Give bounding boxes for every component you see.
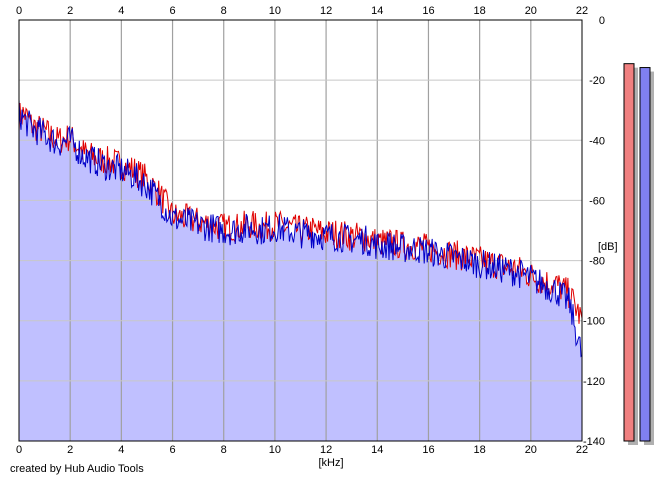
x-tick-top-label-5: 10: [269, 5, 281, 17]
y-tick-label-2: -40: [589, 135, 605, 147]
x-tick-bottom-label-6: 12: [320, 444, 332, 456]
y-tick-label-3: -60: [589, 195, 605, 207]
level-meter-1: [639, 67, 651, 442]
spectrum-fill-layer: [19, 115, 582, 442]
y-tick-label-5: -100: [583, 316, 605, 328]
y-tick-label-1: -20: [589, 75, 605, 87]
y-tick-label-7: -140: [583, 436, 605, 448]
series-layer: [18, 99, 583, 358]
y-tick-label-4: -80: [589, 256, 605, 268]
x-tick-top-label-4: 8: [221, 5, 227, 17]
x-tick-top-label-2: 4: [118, 5, 124, 17]
x-tick-top-label-10: 20: [525, 5, 537, 17]
x-tick-top-label-9: 18: [474, 5, 486, 17]
x-tick-bottom-label-7: 14: [371, 444, 383, 456]
x-tick-bottom-label-5: 10: [269, 444, 281, 456]
x-tick-top-label-7: 14: [371, 5, 383, 17]
x-tick-bottom-label-9: 18: [474, 444, 486, 456]
credit-text: created by Hub Audio Tools: [10, 463, 144, 475]
x-ticks-bottom: 0 2 4 6 8 10 12 14 16 18 20 22: [16, 444, 588, 456]
x-tick-top-label-6: 12: [320, 5, 332, 17]
level-meters: [623, 63, 654, 446]
x-tick-bottom-label-10: 20: [525, 444, 537, 456]
x-tick-top-label-8: 16: [422, 5, 434, 17]
x-tick-top-label-3: 6: [169, 5, 175, 17]
grid-layer: [19, 20, 582, 441]
series-line-1: [18, 99, 583, 358]
x-tick-bottom-label-4: 8: [221, 444, 227, 456]
x-tick-top-label-11: 22: [576, 5, 588, 17]
y-tick-label-6: -120: [583, 376, 605, 388]
y-axis-label: [dB]: [598, 241, 618, 253]
x-tick-bottom-label-8: 16: [422, 444, 434, 456]
y-ticks-right: 0 -20 -40 -60 -80 -100 -120 -140: [583, 15, 605, 448]
x-tick-bottom-label-0: 0: [16, 444, 22, 456]
x-axis-label: [kHz]: [318, 457, 343, 469]
x-tick-bottom-label-3: 6: [169, 444, 175, 456]
x-tick-bottom-label-11: 22: [576, 444, 588, 456]
plot-border: [18, 19, 583, 442]
x-tick-bottom-label-1: 2: [67, 444, 73, 456]
x-tick-bottom-label-2: 4: [118, 444, 124, 456]
x-ticks-top: 0 2 4 6 8 10 12 14 16 18 20 22: [16, 5, 588, 17]
level-meter-0: [623, 63, 635, 442]
spectrum-area: [19, 115, 582, 442]
x-tick-top-label-1: 2: [67, 5, 73, 17]
y-tick-label-0: 0: [599, 15, 605, 27]
x-tick-top-label-0: 0: [16, 5, 22, 17]
